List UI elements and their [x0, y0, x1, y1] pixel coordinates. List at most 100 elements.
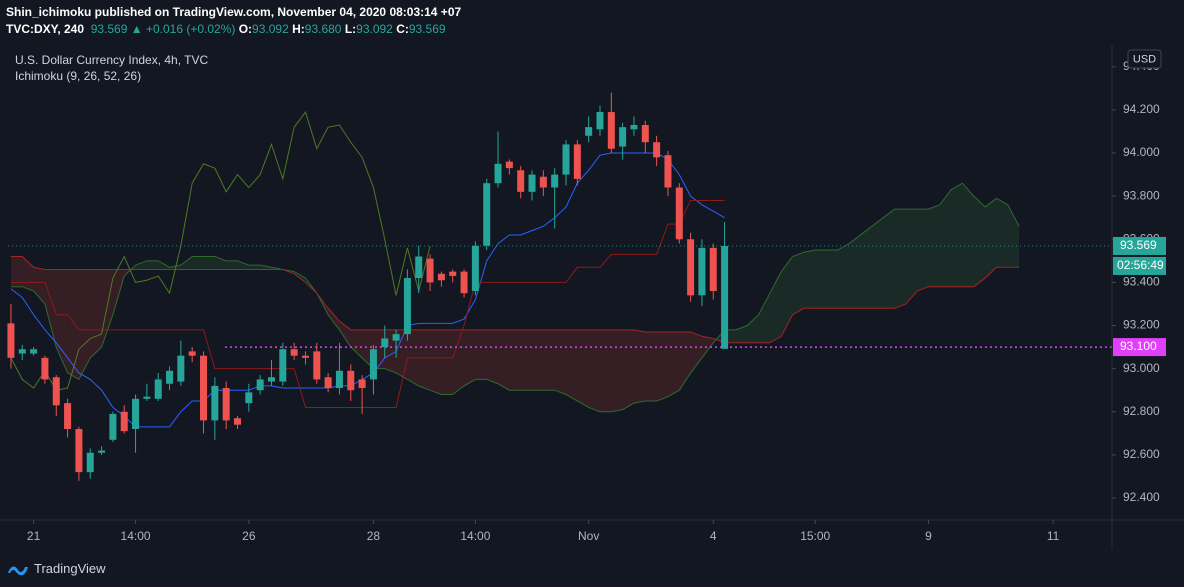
last-price: 93.569	[90, 22, 128, 36]
candle-body	[177, 355, 185, 382]
cloud-segment	[735, 325, 748, 343]
cloud-segment	[928, 204, 940, 287]
cloud-segment	[645, 331, 657, 401]
candle-body	[415, 256, 423, 279]
cloud-segment	[905, 209, 918, 304]
candle-body	[505, 161, 513, 169]
cloud-segment	[985, 198, 997, 279]
candle-body	[324, 377, 332, 389]
candle-body	[120, 411, 128, 432]
candle-body	[64, 403, 72, 430]
cloud-segment	[566, 329, 578, 401]
candle-body	[619, 127, 627, 147]
cloud-segment	[396, 329, 408, 380]
cloud-segment	[667, 331, 680, 397]
indicator-label: Ichimoku (9, 26, 52, 26)	[15, 69, 141, 83]
candle-body	[166, 370, 174, 384]
candle-body	[290, 349, 298, 356]
indicator-line	[10, 152, 725, 428]
cloud-segment	[441, 329, 453, 395]
candle-body	[641, 124, 649, 143]
x-tick-label: 11	[1047, 529, 1060, 543]
chart-title: U.S. Dollar Currency Index, 4h, TVC	[15, 53, 209, 67]
candle-body	[75, 429, 83, 473]
x-tick-label: 14:00	[460, 529, 490, 543]
cloud-segment	[860, 226, 872, 309]
candle-body	[539, 176, 547, 188]
currency-badge[interactable]	[1127, 49, 1162, 69]
candle-body	[301, 355, 309, 358]
x-tick-label: 4	[710, 529, 717, 543]
cloud-segment	[226, 260, 238, 270]
ohlc-label: L:	[344, 22, 357, 36]
candle-body	[7, 323, 15, 358]
symbol: TVC:DXY, 240	[6, 22, 85, 36]
cloud-segment	[826, 250, 838, 309]
currency[interactable]: USD	[1133, 53, 1156, 65]
countdown: 02:56:49	[1117, 258, 1164, 272]
candle-body	[528, 174, 536, 192]
candle-body	[721, 245, 729, 349]
y-tick-label: 92.600	[1123, 447, 1160, 461]
ohlc-label: H:	[292, 22, 305, 36]
candle-body	[698, 247, 706, 296]
cloud-segment	[90, 269, 102, 358]
cloud-segment	[962, 183, 974, 287]
author-line: Shin_ichimoku published on TradingView.c…	[6, 5, 461, 19]
chart: 92.40092.60092.80093.00093.20093.40093.6…	[0, 45, 1184, 550]
cloud-segment	[599, 329, 612, 412]
candle-body	[709, 247, 717, 292]
candle-body	[562, 144, 570, 175]
x-tick-label: 21	[27, 529, 41, 543]
x-tick-label: 26	[242, 529, 256, 543]
brand[interactable]: TradingView	[34, 561, 106, 576]
candle-body	[426, 258, 434, 283]
candle-body	[347, 370, 355, 391]
candle-body	[267, 377, 275, 382]
brand-logo[interactable]	[6, 559, 32, 579]
symbol-line: TVC:DXY, 240 93.569 ▲ +0.016 (+0.02%) O:…	[6, 22, 446, 36]
y-tick-label: 94.200	[1123, 102, 1160, 116]
countdown-box	[1113, 256, 1166, 275]
cloud-segment	[951, 183, 963, 287]
candle-body	[369, 349, 377, 380]
cloud-segment	[543, 329, 555, 391]
cloud-segment	[656, 331, 668, 401]
cloud-segment	[883, 209, 895, 309]
candle-body	[630, 124, 638, 130]
candle-body	[664, 155, 672, 188]
candle-body	[551, 174, 559, 188]
y-tick-label: 94.000	[1123, 145, 1160, 159]
candle-body	[596, 112, 604, 130]
candle-body	[211, 385, 219, 421]
candle-body	[279, 349, 287, 382]
cloud-segment	[418, 329, 431, 391]
cloud-segment	[871, 217, 884, 309]
cloud-segment	[917, 209, 929, 292]
y-tick-label: 93.000	[1123, 361, 1160, 375]
cloud-segment	[679, 331, 691, 391]
cloud-segment	[803, 250, 816, 309]
cloud-segment	[146, 260, 159, 270]
cloud-segment	[180, 256, 193, 270]
cloud-segment	[248, 265, 261, 270]
alert-label: 93.100	[1120, 339, 1157, 353]
candle-body	[449, 271, 457, 276]
candle-body	[41, 357, 49, 380]
cloud-segment	[849, 234, 861, 309]
candle-body	[675, 187, 683, 240]
cloud-segment	[430, 329, 442, 395]
candle-body	[245, 392, 253, 404]
candle-body	[233, 418, 241, 425]
cloud-segment	[633, 329, 646, 404]
candle-body	[403, 278, 411, 335]
x-tick-label: 15:00	[800, 529, 830, 543]
candle-body	[109, 413, 117, 440]
cloud-segment	[33, 267, 45, 304]
cloud-segment	[1007, 204, 1020, 268]
cloud-segment	[339, 321, 351, 348]
y-tick-label: 93.400	[1123, 275, 1160, 289]
cloud-segment	[554, 329, 567, 395]
candle-body	[471, 245, 479, 292]
